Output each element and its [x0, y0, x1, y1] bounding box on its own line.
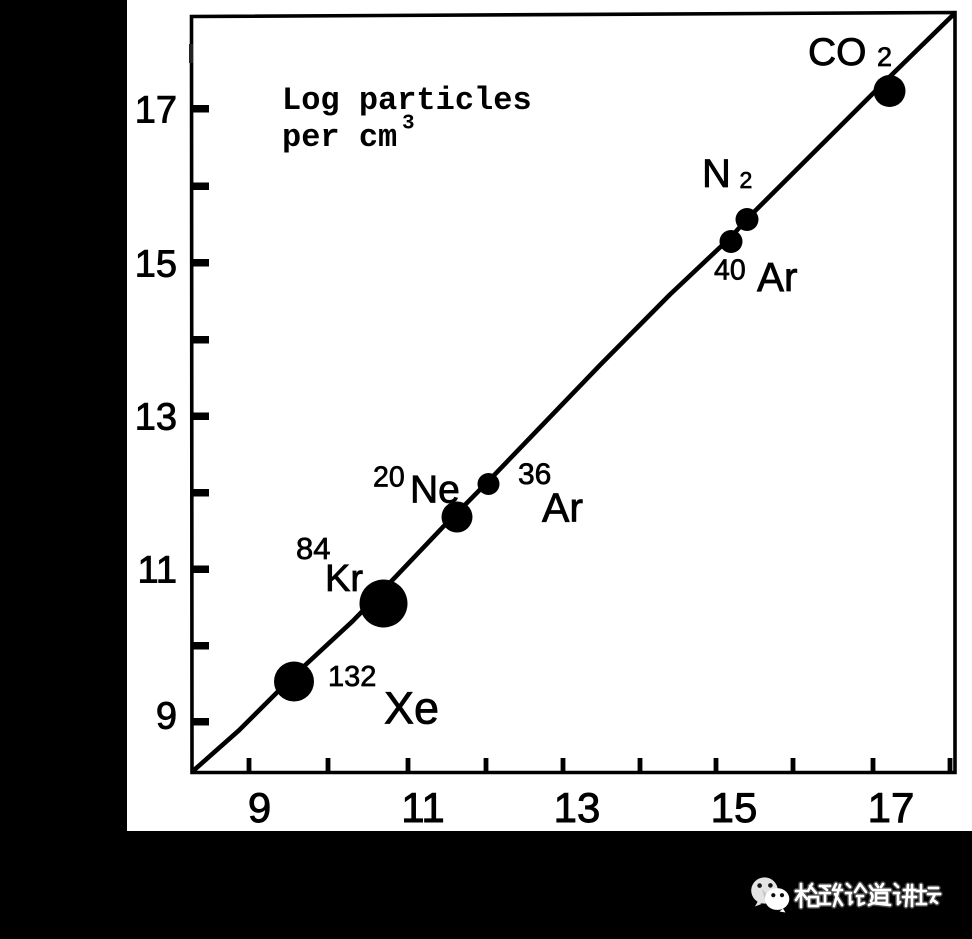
svg-text:11: 11: [401, 784, 445, 831]
svg-text:CO: CO: [808, 31, 867, 74]
svg-text:Ne: Ne: [410, 469, 460, 512]
svg-text:Ar: Ar: [757, 254, 798, 300]
svg-text:17: 17: [868, 784, 915, 831]
svg-text:15: 15: [711, 784, 758, 831]
svg-text:9: 9: [248, 784, 271, 831]
svg-text:Ar: Ar: [542, 485, 583, 531]
svg-text:36: 36: [518, 458, 551, 491]
svg-text:2: 2: [740, 167, 753, 193]
svg-text:Log particles: Log particles: [282, 82, 532, 119]
svg-text:17: 17: [135, 90, 177, 132]
svg-text:20: 20: [373, 462, 405, 494]
svg-text:84: 84: [296, 531, 330, 566]
svg-text:132: 132: [328, 661, 376, 693]
svg-text:Kr: Kr: [325, 558, 363, 600]
svg-text:3: 3: [402, 113, 415, 136]
svg-text:Xe: Xe: [384, 683, 439, 734]
svg-text:9: 9: [156, 696, 177, 738]
svg-text:15: 15: [135, 244, 177, 286]
svg-text:11: 11: [138, 550, 177, 592]
svg-text:13: 13: [135, 397, 177, 439]
svg-text:40: 40: [714, 255, 746, 287]
svg-text:N: N: [702, 152, 731, 196]
svg-text:per cm: per cm: [282, 119, 397, 156]
svg-text:2: 2: [877, 42, 892, 72]
svg-text:13: 13: [554, 784, 601, 831]
